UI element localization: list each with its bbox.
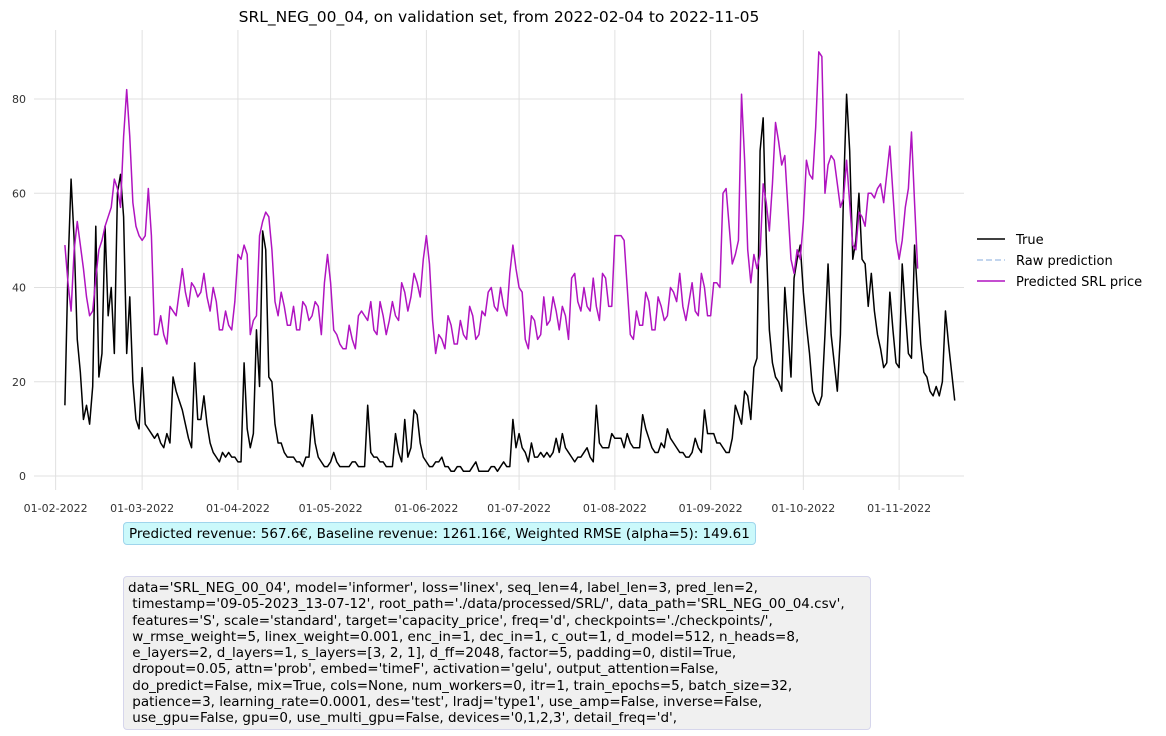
x-tick-label: 01-03-2022 xyxy=(110,502,174,515)
series-line-predicted-srl-price xyxy=(65,52,918,354)
legend-label: Raw prediction xyxy=(1016,254,1113,269)
y-tick-label: 0 xyxy=(19,470,26,483)
legend-label: True xyxy=(1015,233,1044,248)
x-tick-label: 01-02-2022 xyxy=(24,502,88,515)
x-tick-label: 01-06-2022 xyxy=(394,502,458,515)
x-axis-ticks: 01-02-2022 01-03-2022 01-04-2022 01-05-2022… xyxy=(24,502,931,515)
x-tick-label: 01-09-2022 xyxy=(679,502,743,515)
revenue-summary: Predicted revenue: 567.6€, Baseline reve… xyxy=(123,522,756,545)
y-tick-label: 60 xyxy=(12,187,26,200)
x-tick-label: 01-07-2022 xyxy=(487,502,551,515)
x-tick-label: 01-10-2022 xyxy=(771,502,835,515)
series-lines xyxy=(65,52,955,471)
x-tick-label: 01-08-2022 xyxy=(583,502,647,515)
grid xyxy=(34,30,964,490)
y-axis-ticks: 0 20 40 60 80 xyxy=(12,93,26,483)
y-tick-label: 40 xyxy=(12,282,26,295)
legend: True Raw prediction Predicted SRL price xyxy=(977,233,1142,290)
chart-title: SRL_NEG_00_04, on validation set, from 2… xyxy=(239,8,760,27)
chart: SRL_NEG_00_04, on validation set, from 2… xyxy=(0,0,1166,520)
x-tick-label: 01-11-2022 xyxy=(867,502,931,515)
legend-label: Predicted SRL price xyxy=(1016,275,1142,290)
y-tick-label: 80 xyxy=(12,93,26,106)
y-tick-label: 20 xyxy=(12,376,26,389)
run-parameters: data='SRL_NEG_00_04', model='informer', … xyxy=(123,576,871,730)
x-tick-label: 01-05-2022 xyxy=(299,502,363,515)
x-tick-label: 01-04-2022 xyxy=(206,502,270,515)
